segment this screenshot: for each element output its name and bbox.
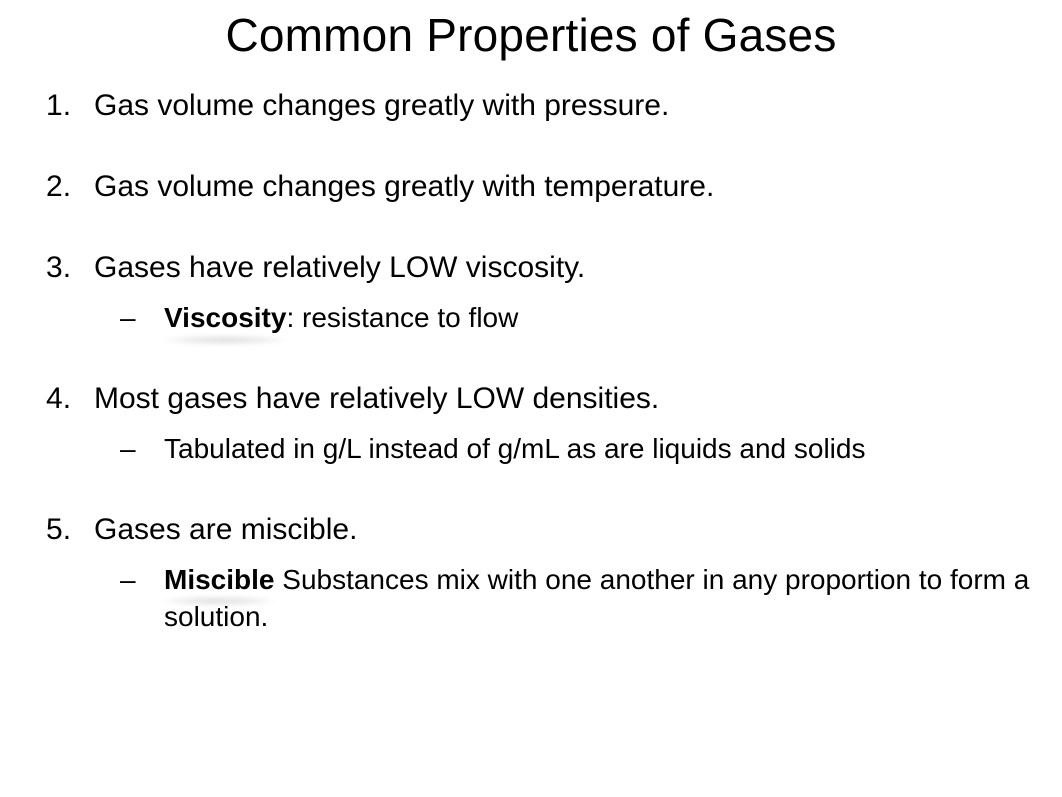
term-miscible: Miscible [164,561,274,599]
sub-list: Miscible Substances mix with one another… [94,561,1032,637]
item-text: Gas volume changes greatly with temperat… [94,170,714,203]
item-text: Gases have relatively LOW viscosity. [94,251,585,284]
sub-item: Viscosity: resistance to flow [94,299,1032,337]
sub-list: Viscosity: resistance to flow [94,299,1032,337]
properties-list: Gas volume changes greatly with pressure… [30,86,1032,636]
list-item: Gases are miscible. Miscible Substances … [30,510,1032,637]
list-item: Gas volume changes greatly with temperat… [30,167,1032,206]
item-text: Most gases have relatively LOW densities… [94,382,659,415]
term-viscosity: Viscosity [164,299,286,337]
term-definition: Substances mix with one another in any p… [164,564,1029,633]
list-item: Gases have relatively LOW viscosity. Vis… [30,248,1032,337]
list-item: Most gases have relatively LOW densities… [30,379,1032,468]
term-definition: : resistance to flow [286,302,518,333]
sub-text: Tabulated in g/L instead of g/mL as are … [164,433,865,464]
slide-container: Common Properties of Gases Gas volume ch… [0,0,1062,797]
item-text: Gases are miscible. [94,513,357,546]
sub-list: Tabulated in g/L instead of g/mL as are … [94,430,1032,468]
sub-item: Miscible Substances mix with one another… [94,561,1032,637]
list-item: Gas volume changes greatly with pressure… [30,86,1032,125]
sub-item: Tabulated in g/L instead of g/mL as are … [94,430,1032,468]
slide-title: Common Properties of Gases [30,8,1032,62]
item-text: Gas volume changes greatly with pressure… [94,89,669,122]
